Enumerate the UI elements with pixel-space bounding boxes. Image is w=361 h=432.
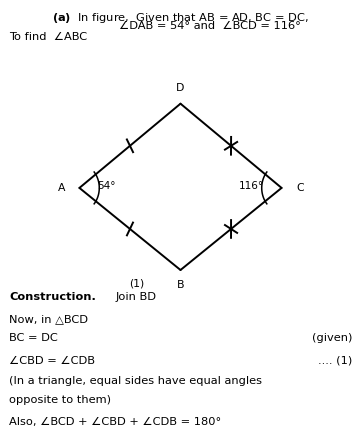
Text: Now, in △BCD: Now, in △BCD	[9, 314, 88, 324]
Text: ∠DAB = 54° and  ∠BCD = 116°: ∠DAB = 54° and ∠BCD = 116°	[119, 21, 301, 31]
Text: B: B	[177, 280, 184, 289]
Text: (given): (given)	[312, 333, 352, 343]
Text: A: A	[57, 183, 65, 193]
Text: opposite to them): opposite to them)	[9, 395, 111, 405]
Text: D: D	[176, 83, 185, 93]
Text: To find  ∠ABC: To find ∠ABC	[9, 32, 87, 41]
Text: C: C	[296, 183, 304, 193]
Text: 116°: 116°	[238, 181, 264, 191]
Text: Also, ∠BCD + ∠CBD + ∠CDB = 180°: Also, ∠BCD + ∠CBD + ∠CDB = 180°	[9, 417, 221, 427]
Text: .... (1): .... (1)	[318, 356, 352, 365]
Text: (1): (1)	[130, 279, 145, 289]
Text: Join BD: Join BD	[116, 292, 157, 302]
Text: Construction.: Construction.	[9, 292, 96, 302]
Text: 54°: 54°	[97, 181, 116, 191]
Text: $\bf{(a)}$  In figure,  Given that AB = AD, BC = DC,: $\bf{(a)}$ In figure, Given that AB = AD…	[52, 11, 309, 25]
Text: ∠CBD = ∠CDB: ∠CBD = ∠CDB	[9, 356, 95, 365]
Text: BC = DC: BC = DC	[9, 333, 58, 343]
Text: (In a triangle, equal sides have equal angles: (In a triangle, equal sides have equal a…	[9, 376, 262, 386]
